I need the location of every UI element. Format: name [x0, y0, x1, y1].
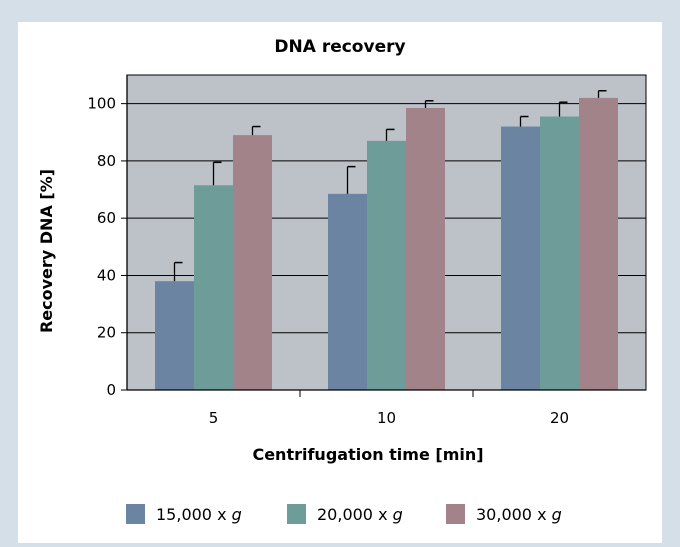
legend-swatch — [287, 504, 306, 524]
y-tick-label: 40 — [97, 266, 116, 284]
y-tick-label: 60 — [97, 209, 116, 227]
bar — [540, 116, 579, 390]
y-axis-title: Recovery DNA [%] — [37, 169, 56, 333]
y-tick-label: 80 — [97, 152, 116, 170]
bar — [406, 107, 445, 390]
legend-label: 15,000 x g — [156, 505, 242, 524]
legend-label: 30,000 x g — [476, 505, 562, 524]
y-tick-label: 100 — [87, 95, 116, 113]
bar — [155, 281, 194, 390]
bar — [194, 185, 233, 390]
bars — [155, 97, 618, 390]
bar — [233, 135, 272, 390]
y-tick-label: 20 — [97, 324, 116, 342]
bar — [579, 97, 618, 390]
y-tick-label: 0 — [106, 381, 116, 399]
error-bars — [173, 90, 607, 282]
legend: 15,000 x g 20,000 x g 30,000 x g — [126, 504, 562, 524]
bar — [367, 140, 406, 390]
legend-swatch — [126, 504, 145, 524]
x-tick-label: 5 — [209, 409, 219, 427]
legend-label: 20,000 x g — [317, 505, 403, 524]
chart-title: DNA recovery — [274, 37, 405, 57]
x-tick-label: 20 — [550, 409, 569, 427]
bar — [501, 126, 540, 390]
axes: 0 20 40 60 80 100 5 10 20 — [87, 75, 646, 427]
bar — [328, 193, 367, 390]
legend-swatch — [446, 504, 465, 524]
x-axis-title: Centrifugation time [min] — [252, 445, 483, 464]
x-tick-label: 10 — [377, 409, 396, 427]
